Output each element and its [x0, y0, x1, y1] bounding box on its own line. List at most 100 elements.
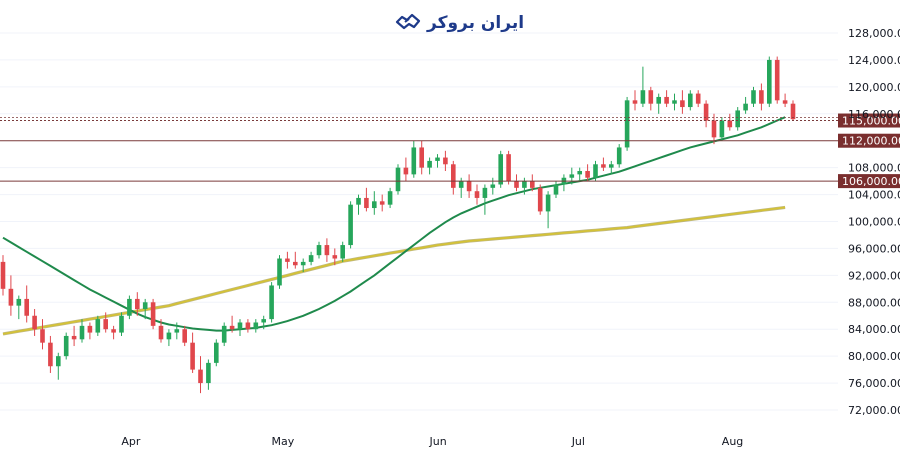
- candle-body: [411, 147, 417, 175]
- candle-body: [150, 302, 156, 326]
- candle-body: [285, 258, 290, 262]
- candle-body: [221, 325, 227, 343]
- candle-body: [601, 164, 606, 168]
- candle-body: [759, 90, 764, 104]
- candle-body: [537, 187, 543, 212]
- candle-body: [8, 288, 14, 306]
- candle-body: [332, 255, 338, 259]
- candle: [411, 140, 417, 178]
- candle: [174, 322, 180, 340]
- candle: [743, 96, 748, 114]
- candle: [632, 90, 638, 111]
- y-tick-label: 88,000.00: [848, 296, 900, 309]
- candle: [624, 96, 630, 151]
- candle-body: [458, 181, 464, 188]
- candle: [577, 167, 582, 182]
- price-axis[interactable]: 72,000.00 76,000.00 80,000.00 84,000.00 88,0…: [848, 27, 900, 417]
- candle-body: [56, 356, 61, 367]
- candle: [735, 107, 740, 131]
- candle-body: [214, 342, 219, 363]
- candle: [616, 144, 622, 168]
- level-tag-label: 112,000.00: [842, 135, 900, 148]
- x-tick-label: Apr: [121, 435, 141, 448]
- candle-body: [261, 319, 266, 323]
- y-tick-label: 92,000.00: [848, 269, 900, 282]
- candle-body: [743, 103, 748, 111]
- candle: [601, 157, 606, 172]
- candle: [774, 56, 780, 104]
- candle-body: [340, 245, 345, 259]
- candle: [166, 329, 172, 347]
- candle-body: [672, 100, 677, 104]
- candle: [229, 315, 235, 333]
- candle: [443, 150, 448, 172]
- candle: [711, 113, 717, 145]
- candle: [269, 282, 274, 323]
- candle: [142, 298, 148, 320]
- candle-body: [553, 184, 559, 195]
- y-tick-label: 72,000.00: [848, 404, 900, 417]
- candle-body: [751, 90, 756, 104]
- candle: [680, 90, 685, 114]
- candle: [221, 322, 227, 347]
- candle-body: [24, 298, 29, 316]
- candle-body: [95, 319, 101, 333]
- chart-grid: [0, 32, 838, 411]
- x-tick-label: Jul: [571, 435, 585, 448]
- candle: [703, 100, 709, 128]
- candle-body: [498, 154, 503, 185]
- candle: [609, 160, 614, 175]
- candle: [482, 184, 488, 215]
- candle-body: [609, 164, 614, 168]
- candle: [206, 359, 211, 390]
- candle-body: [774, 59, 780, 101]
- candle-body: [166, 332, 172, 340]
- ma-fast-line: [2, 116, 786, 332]
- candle: [569, 167, 575, 185]
- candle: [48, 335, 53, 373]
- levels-layer: 115,000.00 112,000.00 106,000.00: [0, 113, 900, 189]
- level-tag-label: 115,000.00: [842, 115, 900, 128]
- candle: [103, 312, 108, 333]
- candle: [545, 191, 551, 229]
- candle: [672, 93, 677, 111]
- candle-body: [490, 184, 496, 188]
- candle: [522, 177, 527, 195]
- candle: [0, 255, 6, 296]
- candle: [530, 174, 535, 192]
- y-tick-label: 96,000.00: [848, 242, 900, 255]
- candle-body: [387, 191, 393, 205]
- candle-body: [79, 325, 85, 340]
- candle-body: [466, 181, 472, 192]
- candle-body: [103, 319, 108, 330]
- candle: [466, 174, 472, 198]
- candle-body: [245, 322, 251, 330]
- candle-body: [206, 362, 211, 384]
- candle-body: [308, 255, 314, 262]
- candle: [379, 194, 385, 212]
- candle-body: [648, 90, 654, 104]
- candle-body: [767, 59, 772, 104]
- candle-body: [372, 201, 377, 209]
- candle: [403, 157, 409, 182]
- candle-body: [514, 181, 519, 188]
- candle: [553, 181, 559, 198]
- candle: [237, 319, 243, 336]
- candle: [324, 238, 330, 262]
- candle: [32, 309, 37, 336]
- y-tick-label: 108,000.00: [848, 162, 900, 175]
- candle-body: [324, 245, 330, 256]
- candle: [585, 164, 590, 182]
- candle-body: [545, 194, 551, 212]
- candle-body: [403, 167, 409, 175]
- time-axis[interactable]: Apr May Jun Jul Aug: [121, 435, 743, 448]
- candle: [767, 56, 772, 108]
- candle-body: [577, 171, 582, 175]
- candle-body: [703, 103, 709, 121]
- candle: [751, 86, 756, 108]
- candle-body: [293, 261, 298, 266]
- candle: [451, 160, 456, 195]
- candle-body: [482, 187, 488, 198]
- candle-body: [190, 342, 195, 370]
